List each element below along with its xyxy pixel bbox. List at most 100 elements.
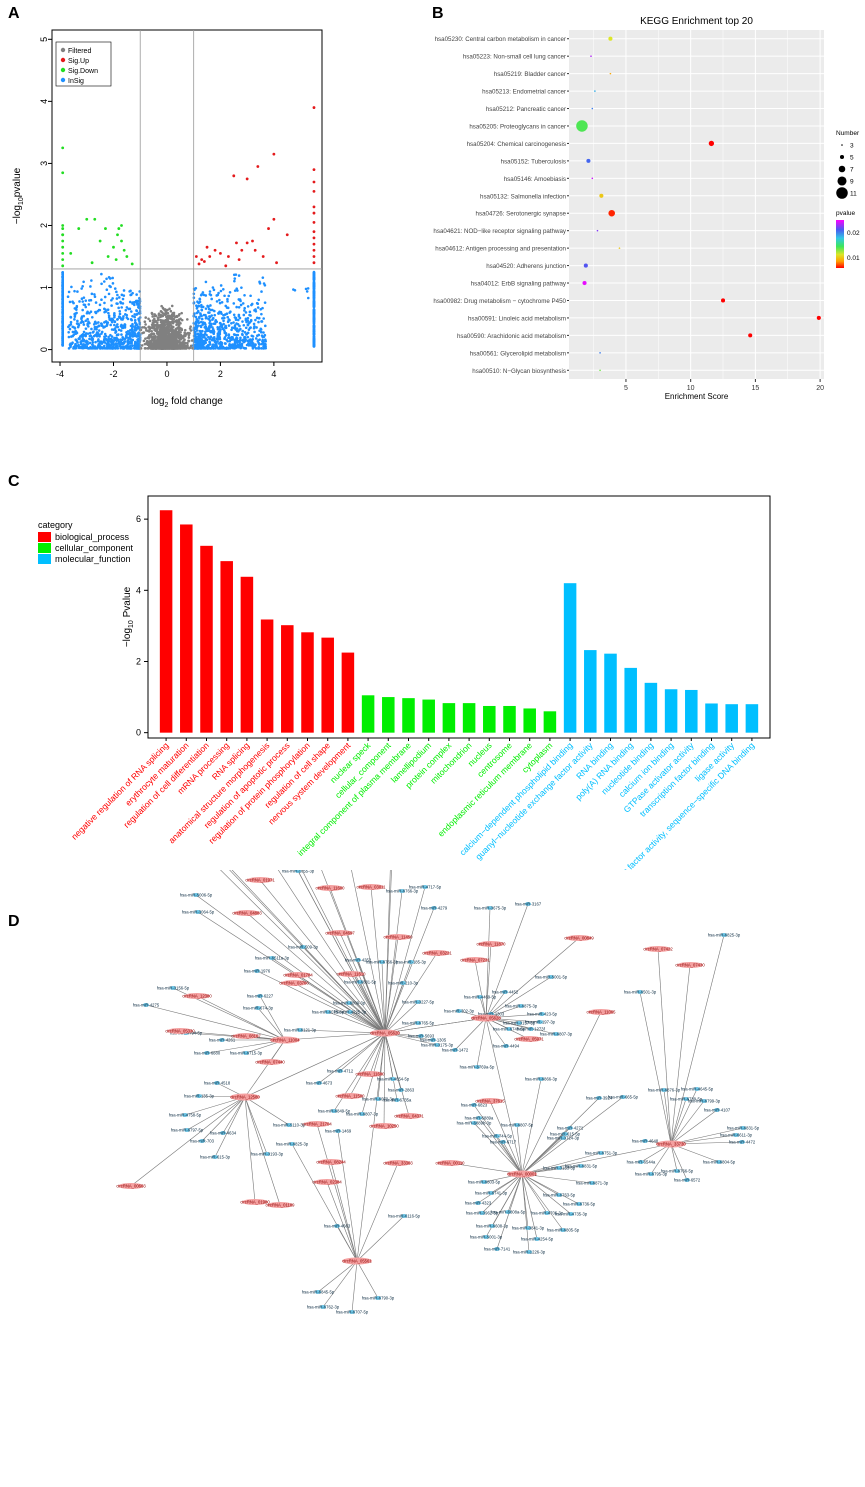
mirna-node (331, 1109, 337, 1113)
insig-point (246, 323, 250, 327)
insig-point (241, 320, 244, 323)
insig-point (240, 286, 243, 289)
insig-point (96, 339, 100, 343)
circrna-label: circRNA_37615 (475, 1099, 505, 1104)
filtered-point (167, 317, 171, 320)
mirna-label: hsa-miR-4107 (704, 1108, 731, 1113)
edge (359, 981, 386, 1034)
mirna-label: hsa-miR-1303 (478, 1012, 505, 1017)
enrichment-point (816, 315, 821, 320)
color-legend: pvalue 0.02 0.01 (836, 210, 860, 268)
mirna-label: hsa-miR-3156-5p (157, 986, 190, 991)
insig-point (204, 294, 208, 297)
filtered-point (179, 342, 183, 346)
x-tick-label: 0 (164, 369, 169, 379)
insig-point (122, 289, 126, 292)
circrna-label: circRNA_00849 (564, 936, 594, 941)
mirna-node (514, 1123, 520, 1127)
insig-point (117, 315, 121, 319)
insig-point (235, 327, 239, 330)
filtered-point (174, 333, 178, 337)
insig-point (98, 335, 101, 338)
insig-point (118, 309, 122, 313)
insig-point (225, 312, 229, 315)
mirna-label: hsa-miR-6831-5p (565, 1164, 598, 1169)
insig-point (235, 340, 239, 344)
edge (650, 1143, 672, 1175)
mirna-label: hsa-miR-1273f (517, 1027, 545, 1032)
mirna-node (398, 1088, 404, 1092)
insig-point (67, 325, 70, 329)
legend-label: cellular_component (55, 543, 134, 553)
x-tick-label: 5 (624, 385, 628, 392)
insig-point (221, 345, 225, 349)
insig-point (312, 312, 316, 316)
insig-point (133, 340, 137, 344)
insig-point (75, 322, 79, 325)
insig-point (137, 317, 141, 320)
mirna-label: hsa-miR-5001-5p (535, 975, 568, 980)
bar (402, 698, 415, 733)
mirna-label: hsa-miR-615-5p (550, 1132, 581, 1137)
circrna-node (285, 972, 311, 978)
insig-point (312, 276, 316, 279)
edge (670, 1109, 718, 1145)
circrna-node (566, 935, 592, 941)
insig-point (312, 286, 316, 290)
term-label: hsa05212: Pancreatic cancer (486, 106, 566, 113)
term-label: hsa00561: Glycerolipid metabolism (470, 350, 566, 357)
insig-point (236, 330, 240, 333)
size-legend-label: 3 (850, 143, 854, 150)
mirna-node (257, 994, 263, 998)
insig-point (94, 310, 97, 314)
insig-point (86, 342, 89, 346)
insig-point (224, 334, 228, 337)
sig-up-point (232, 174, 236, 178)
edge (370, 886, 386, 1034)
sig-down-point (93, 217, 97, 221)
insig-point (244, 311, 248, 314)
mirna-node (195, 910, 201, 914)
insig-point (194, 315, 198, 319)
filtered-point (157, 334, 161, 338)
sig-up-point (312, 255, 316, 258)
insig-point (61, 325, 64, 329)
mirna-node (243, 1051, 249, 1055)
volcano-plot: A -4 -2 0 2 4 0 1 2 3 4 5 log2 fold change −log10pva… (8, 5, 323, 409)
insig-point (261, 306, 264, 310)
edge (271, 957, 386, 1034)
insig-point (213, 309, 216, 313)
filtered-point (162, 312, 165, 315)
filtered-point (165, 347, 169, 350)
insig-point (134, 328, 137, 332)
filtered-point (150, 329, 153, 333)
insig-point (312, 320, 316, 324)
insig-point (218, 329, 222, 333)
insig-point (137, 299, 141, 303)
filtered-point (165, 315, 168, 319)
insig-point (226, 320, 230, 324)
filtered-point (169, 321, 173, 324)
edge (485, 937, 580, 1019)
insig-point (93, 334, 97, 337)
mirna-label: hsa-miR-6765-5p (402, 1021, 435, 1026)
insig-point (236, 333, 240, 337)
insig-point (312, 336, 316, 339)
mirna-node (589, 1181, 595, 1185)
insig-point (94, 340, 97, 344)
circrna-node (167, 1028, 193, 1034)
mirna-node (701, 1099, 707, 1103)
insig-point (96, 345, 100, 349)
filtered-point (147, 317, 150, 321)
mirna-node (422, 885, 428, 889)
insig-point (82, 330, 86, 334)
insig-point (228, 290, 232, 294)
edge (521, 1078, 542, 1175)
sig-up-point (312, 248, 316, 252)
circrna-label: circRNA_05561 (342, 1259, 372, 1264)
mirna-node (518, 1004, 524, 1008)
insig-point (246, 331, 250, 335)
circrna-label: circRNA_11680 (355, 1072, 385, 1077)
edge (326, 1181, 358, 1262)
term-label: hsa05230: Central carbon metabolism in c… (435, 36, 566, 43)
